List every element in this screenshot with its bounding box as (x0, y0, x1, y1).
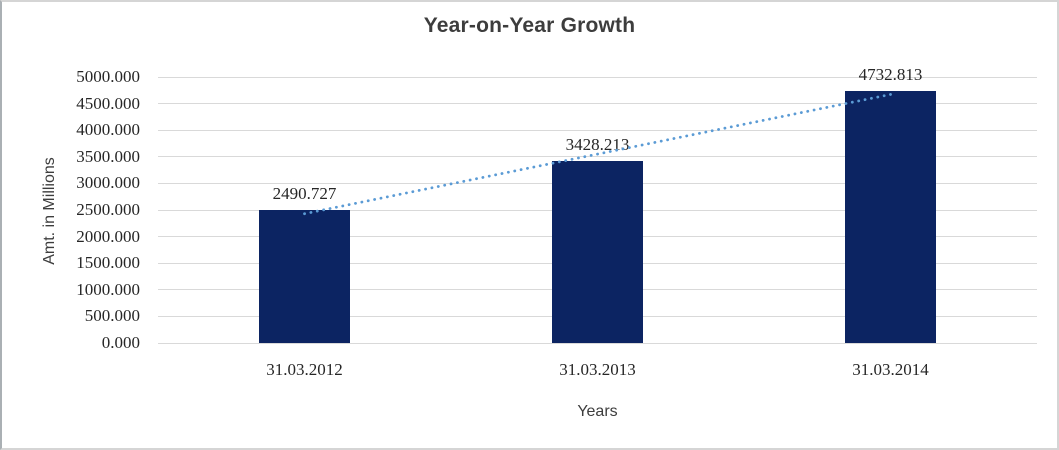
x-tick-label: 31.03.2014 (852, 360, 929, 379)
y-tick-label: 5000.000 (76, 67, 140, 86)
x-axis-title: Years (577, 403, 618, 420)
y-tick-label: 4000.000 (76, 120, 140, 140)
y-tick-label: 1500.000 (76, 253, 140, 273)
y-tick-label: 2500.000 (76, 200, 140, 219)
bar (552, 160, 643, 343)
bar-data-label: 4732.813 (858, 65, 923, 85)
y-tick-label: 0.000 (101, 333, 140, 352)
gridline (158, 76, 1037, 78)
chart-title: Year-on-Year Growth (423, 14, 636, 37)
y-tick-label: 1000.000 (76, 279, 140, 299)
y-tick-label: 500.000 (84, 306, 140, 326)
y-tick-label: 3500.000 (76, 146, 140, 166)
bar (259, 210, 350, 343)
x-tick-label: 31.03.2013 (559, 360, 636, 379)
y-tick-label: 3000.000 (76, 173, 140, 193)
bar-data-label: 3428.213 (565, 134, 630, 154)
y-tick-label: 4500.000 (76, 93, 140, 113)
x-tick-label: 31.03.2012 (266, 360, 343, 379)
bar (845, 91, 936, 343)
y-tick-label: 2000.000 (76, 226, 140, 246)
bar-data-label: 2490.727 (272, 184, 337, 204)
gridline (158, 342, 1037, 344)
